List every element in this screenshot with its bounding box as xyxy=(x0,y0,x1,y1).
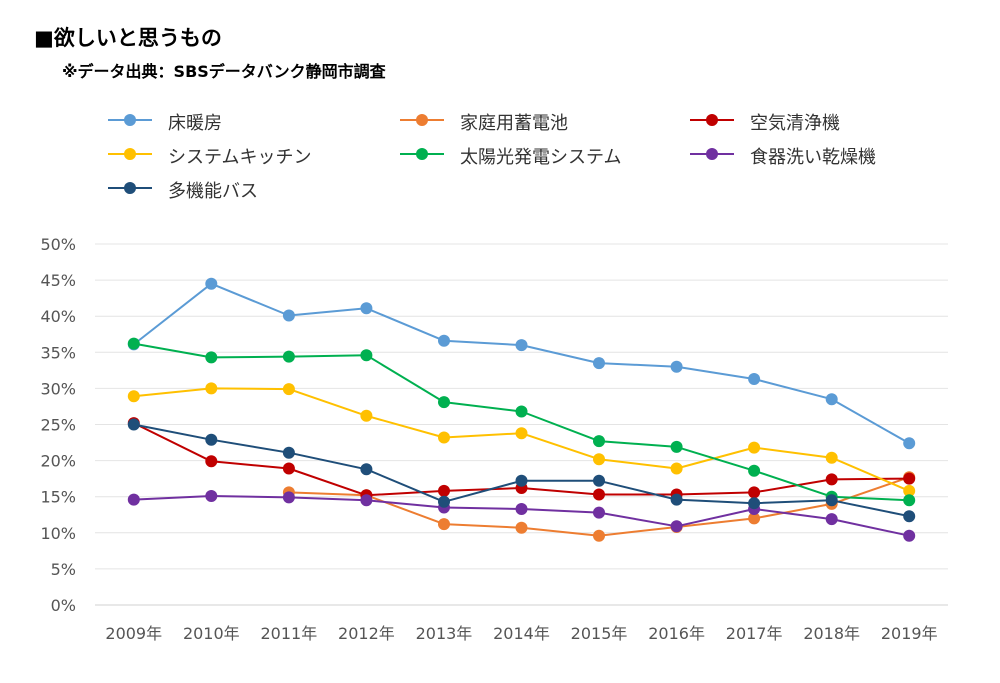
data-point xyxy=(593,506,605,519)
data-point xyxy=(903,494,916,507)
data-point xyxy=(438,334,450,347)
y-tick-label: 20% xyxy=(40,452,76,471)
data-point xyxy=(593,435,605,448)
data-source-note: ※データ出典：SBSデータバンク静岡市調査 xyxy=(62,62,386,81)
data-point xyxy=(515,474,528,487)
data-point xyxy=(205,351,218,364)
data-point xyxy=(903,484,916,497)
data-point xyxy=(360,409,373,422)
data-point xyxy=(282,491,295,504)
x-tick-label: 2011年 xyxy=(260,624,317,643)
data-point xyxy=(127,493,140,506)
data-point xyxy=(205,455,218,468)
x-tick-label: 2019年 xyxy=(881,624,938,643)
data-point xyxy=(748,464,761,477)
data-point xyxy=(282,350,295,363)
y-tick-label: 0% xyxy=(51,596,76,615)
data-point xyxy=(593,453,605,466)
data-point xyxy=(438,518,450,531)
data-point xyxy=(515,521,528,534)
x-tick-label: 2017年 xyxy=(726,624,783,643)
data-point xyxy=(903,510,916,523)
y-tick-label: 25% xyxy=(40,416,76,435)
data-point xyxy=(438,396,450,409)
y-tick-label: 50% xyxy=(40,235,76,254)
data-point xyxy=(593,474,605,487)
x-tick-label: 2012年 xyxy=(338,624,395,643)
y-tick-label: 35% xyxy=(40,343,76,362)
y-tick-label: 5% xyxy=(51,560,76,579)
y-tick-label: 15% xyxy=(40,488,76,507)
data-point xyxy=(670,493,683,506)
x-tick-label: 2009年 xyxy=(105,624,162,643)
data-point xyxy=(593,488,605,501)
data-point xyxy=(360,302,373,315)
data-point xyxy=(127,390,140,403)
data-point xyxy=(748,373,761,385)
page-title: ■欲しいと思うもの xyxy=(34,26,222,50)
data-point xyxy=(127,337,140,350)
series-line xyxy=(133,282,910,445)
data-point xyxy=(593,357,605,370)
data-point xyxy=(205,433,218,446)
data-point xyxy=(593,529,605,542)
y-tick-label: 30% xyxy=(40,379,76,398)
data-point xyxy=(748,512,761,525)
data-point xyxy=(205,490,218,502)
data-point xyxy=(825,393,838,406)
data-point xyxy=(670,520,683,533)
data-point xyxy=(748,497,761,510)
data-point xyxy=(360,494,373,507)
data-point xyxy=(127,418,140,431)
data-point xyxy=(670,462,683,475)
data-point xyxy=(360,463,373,476)
data-point xyxy=(515,503,528,515)
data-point xyxy=(438,495,450,508)
data-point xyxy=(670,360,683,373)
data-point xyxy=(438,484,450,497)
x-tick-label: 2010年 xyxy=(183,624,240,643)
data-point xyxy=(825,451,838,464)
data-point xyxy=(515,427,528,440)
data-point xyxy=(825,473,838,486)
legend-label: 空気清浄機 xyxy=(750,113,840,134)
data-point xyxy=(748,486,761,499)
data-point xyxy=(903,472,916,485)
legend-label: 床暖房 xyxy=(168,113,222,134)
data-point xyxy=(515,339,528,352)
data-point xyxy=(282,383,295,396)
legend-label: 多機能バス xyxy=(168,181,258,202)
data-point xyxy=(825,494,838,507)
data-point xyxy=(360,349,373,362)
legend-label: システムキッチン xyxy=(168,147,312,168)
data-point xyxy=(205,382,218,395)
legend-label: 太陽光発電システム xyxy=(460,147,622,168)
x-tick-label: 2014年 xyxy=(493,624,550,643)
y-tick-label: 45% xyxy=(40,271,76,290)
x-tick-label: 2016年 xyxy=(648,624,705,643)
y-tick-label: 40% xyxy=(40,307,76,326)
legend-label: 食器洗い乾燥機 xyxy=(750,147,876,168)
y-tick-label: 10% xyxy=(40,524,76,543)
x-tick-label: 2018年 xyxy=(803,624,860,643)
data-point xyxy=(282,309,295,322)
data-point xyxy=(282,446,295,459)
data-point xyxy=(903,437,916,450)
legend-label: 家庭用蓄電池 xyxy=(460,113,568,134)
x-tick-label: 2013年 xyxy=(416,624,473,643)
data-point xyxy=(670,440,683,453)
data-point xyxy=(515,405,528,418)
data-point xyxy=(825,513,838,526)
data-point xyxy=(903,529,916,542)
data-point xyxy=(205,277,218,290)
data-point xyxy=(748,441,761,454)
data-point xyxy=(282,462,295,475)
x-tick-label: 2015年 xyxy=(571,624,628,643)
data-point xyxy=(438,431,450,444)
